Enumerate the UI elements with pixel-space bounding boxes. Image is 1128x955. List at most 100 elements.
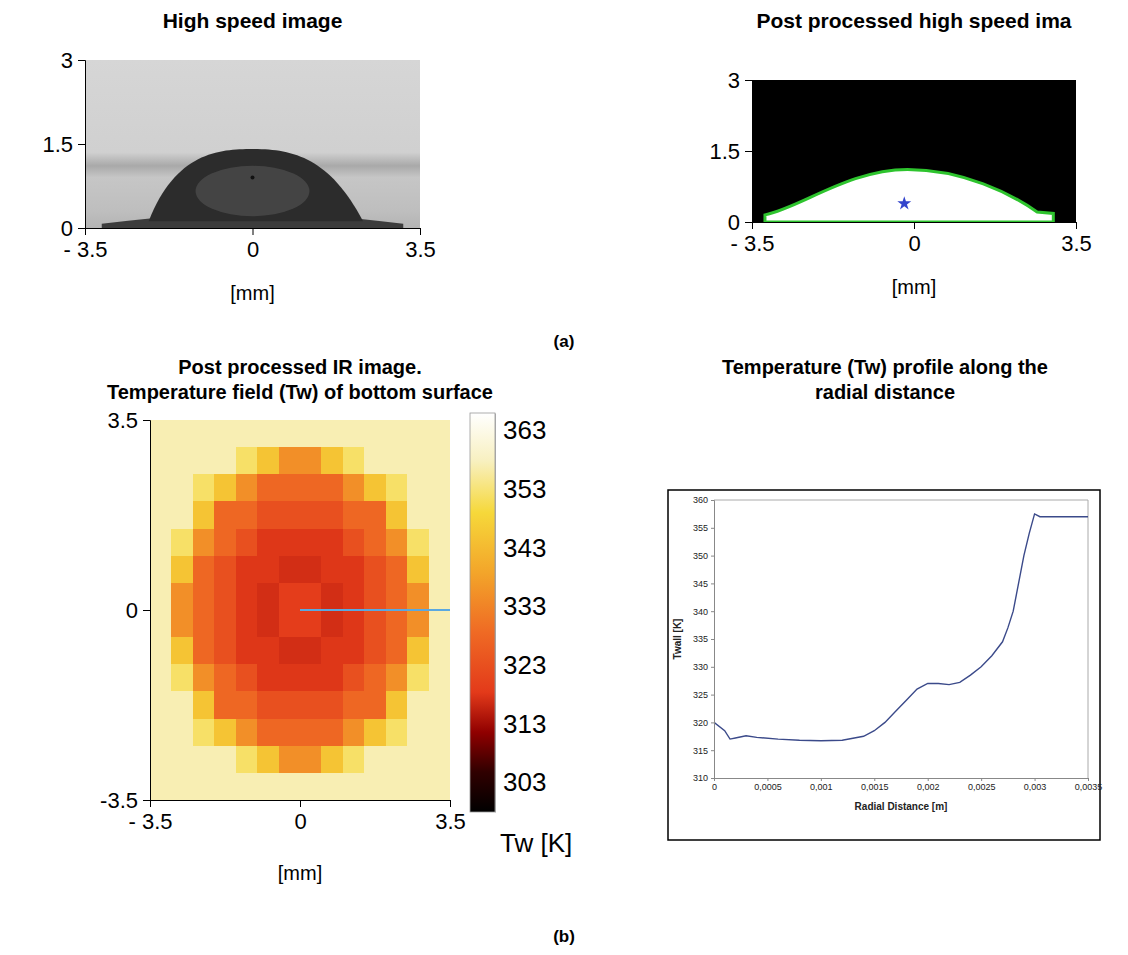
tick-mark [711, 667, 714, 668]
tick-mark [300, 800, 301, 807]
heatmap-cell [364, 719, 386, 747]
heatmap-cell [193, 474, 215, 502]
heatmap-cell [321, 664, 343, 692]
tick: 0 [728, 210, 752, 235]
heatmap-cell [321, 746, 343, 774]
tick-label: 360 [693, 495, 708, 505]
tick-label: 315 [693, 746, 708, 756]
heatmap-cell [429, 583, 450, 611]
heatmap-cell [236, 637, 258, 665]
tick: 315 [693, 746, 714, 756]
heatmap-cell [214, 420, 236, 448]
x-axis-title: [mm] [230, 282, 274, 304]
tick-label: 323 [503, 650, 546, 680]
heatmap-cell [150, 746, 172, 774]
droplet-mask [765, 169, 1053, 222]
heatmap-cell [300, 501, 322, 529]
tick-mark [78, 60, 85, 61]
heatmap-cell [407, 746, 429, 774]
tick: 0,0015 [861, 778, 889, 792]
heatmap-cell [300, 556, 322, 584]
tick-label: 0 [126, 598, 138, 623]
profile-line [714, 514, 1088, 741]
heatmap-cell [150, 773, 172, 800]
tick: 320 [693, 718, 714, 728]
axis-line [495, 414, 496, 813]
tick-label: 0 [712, 782, 717, 792]
tick: 353 [495, 474, 546, 504]
tick-label: 0,003 [1024, 782, 1047, 792]
tick-mark [143, 610, 150, 611]
heatmap-cell [343, 556, 365, 584]
tick: 340 [693, 607, 714, 617]
heatmap-cell [279, 447, 301, 475]
heatmap-cell [214, 691, 236, 719]
heatmap-cell [386, 746, 408, 774]
droplet-dot [251, 176, 255, 180]
heatmap-cell [193, 501, 215, 529]
tick-label: 3.5 [435, 809, 466, 834]
tick-label: 330 [693, 662, 708, 672]
heatmap-cell [343, 773, 365, 800]
heatmap-cell [171, 583, 193, 611]
heatmap-cell [300, 773, 322, 800]
heatmap-cell [279, 474, 301, 502]
title-line: High speed image [163, 9, 343, 32]
heatmap-cell [407, 719, 429, 747]
heatmap-cell [300, 447, 322, 475]
x-axis: - 3.503.5 [730, 222, 1091, 256]
heatmap-cell [171, 746, 193, 774]
heatmap-cell [407, 447, 429, 475]
heatmap-cells [150, 420, 450, 800]
heatmap-cell [300, 691, 322, 719]
tick: 335 [693, 634, 714, 644]
heatmap-cell [279, 556, 301, 584]
x-axis-title: [mm] [892, 276, 936, 298]
y-axis: 310315320325330335340345350355360 [693, 495, 715, 783]
heatmap-cell [193, 719, 215, 747]
heatmap-cell [364, 474, 386, 502]
heatmap-cell [171, 610, 193, 638]
heatmap-cell [300, 746, 322, 774]
y-axis: -3.503.5 [100, 408, 150, 813]
tick: 363 [495, 415, 546, 445]
heatmap-cell [257, 746, 279, 774]
tick: 3.5 [1061, 222, 1092, 256]
heatmap-cell [321, 447, 343, 475]
tick-mark [1076, 222, 1077, 229]
heatmap-cell [214, 447, 236, 475]
heatmap-cell [300, 637, 322, 665]
heatmap-cell [150, 664, 172, 692]
heatmap-cell [193, 610, 215, 638]
heatmap-cell [214, 610, 236, 638]
tick: 350 [693, 551, 714, 561]
heatmap-cell [257, 420, 279, 448]
heatmap-cell [321, 556, 343, 584]
tick-mark [150, 800, 151, 807]
tick-label: 3.5 [1061, 231, 1092, 256]
heatmap-cell [386, 719, 408, 747]
heatmap-cell [193, 583, 215, 611]
heatmap-cell [236, 691, 258, 719]
tick-mark [745, 151, 752, 152]
mask-background [752, 80, 1076, 222]
heatmap-cell [343, 746, 365, 774]
title: Post processed high speed ima [756, 9, 1071, 32]
heatmap-cell [171, 719, 193, 747]
heatmap-cell [407, 610, 429, 638]
tick: 1.5 [42, 132, 85, 157]
tick-label: 340 [693, 607, 708, 617]
heatmap-cell [257, 637, 279, 665]
tick-mark [752, 222, 753, 229]
axis-line [143, 421, 151, 801]
tick: 3 [728, 68, 752, 93]
tick-label: 1.5 [42, 132, 73, 157]
heatmap-cell [236, 664, 258, 692]
heatmap-cell [171, 664, 193, 692]
droplet-highlight [196, 166, 310, 216]
heatmap-cell [171, 637, 193, 665]
heatmap-cell [171, 447, 193, 475]
heatmap-cell [236, 447, 258, 475]
tick-mark [78, 144, 85, 145]
tick-mark [1035, 778, 1036, 781]
